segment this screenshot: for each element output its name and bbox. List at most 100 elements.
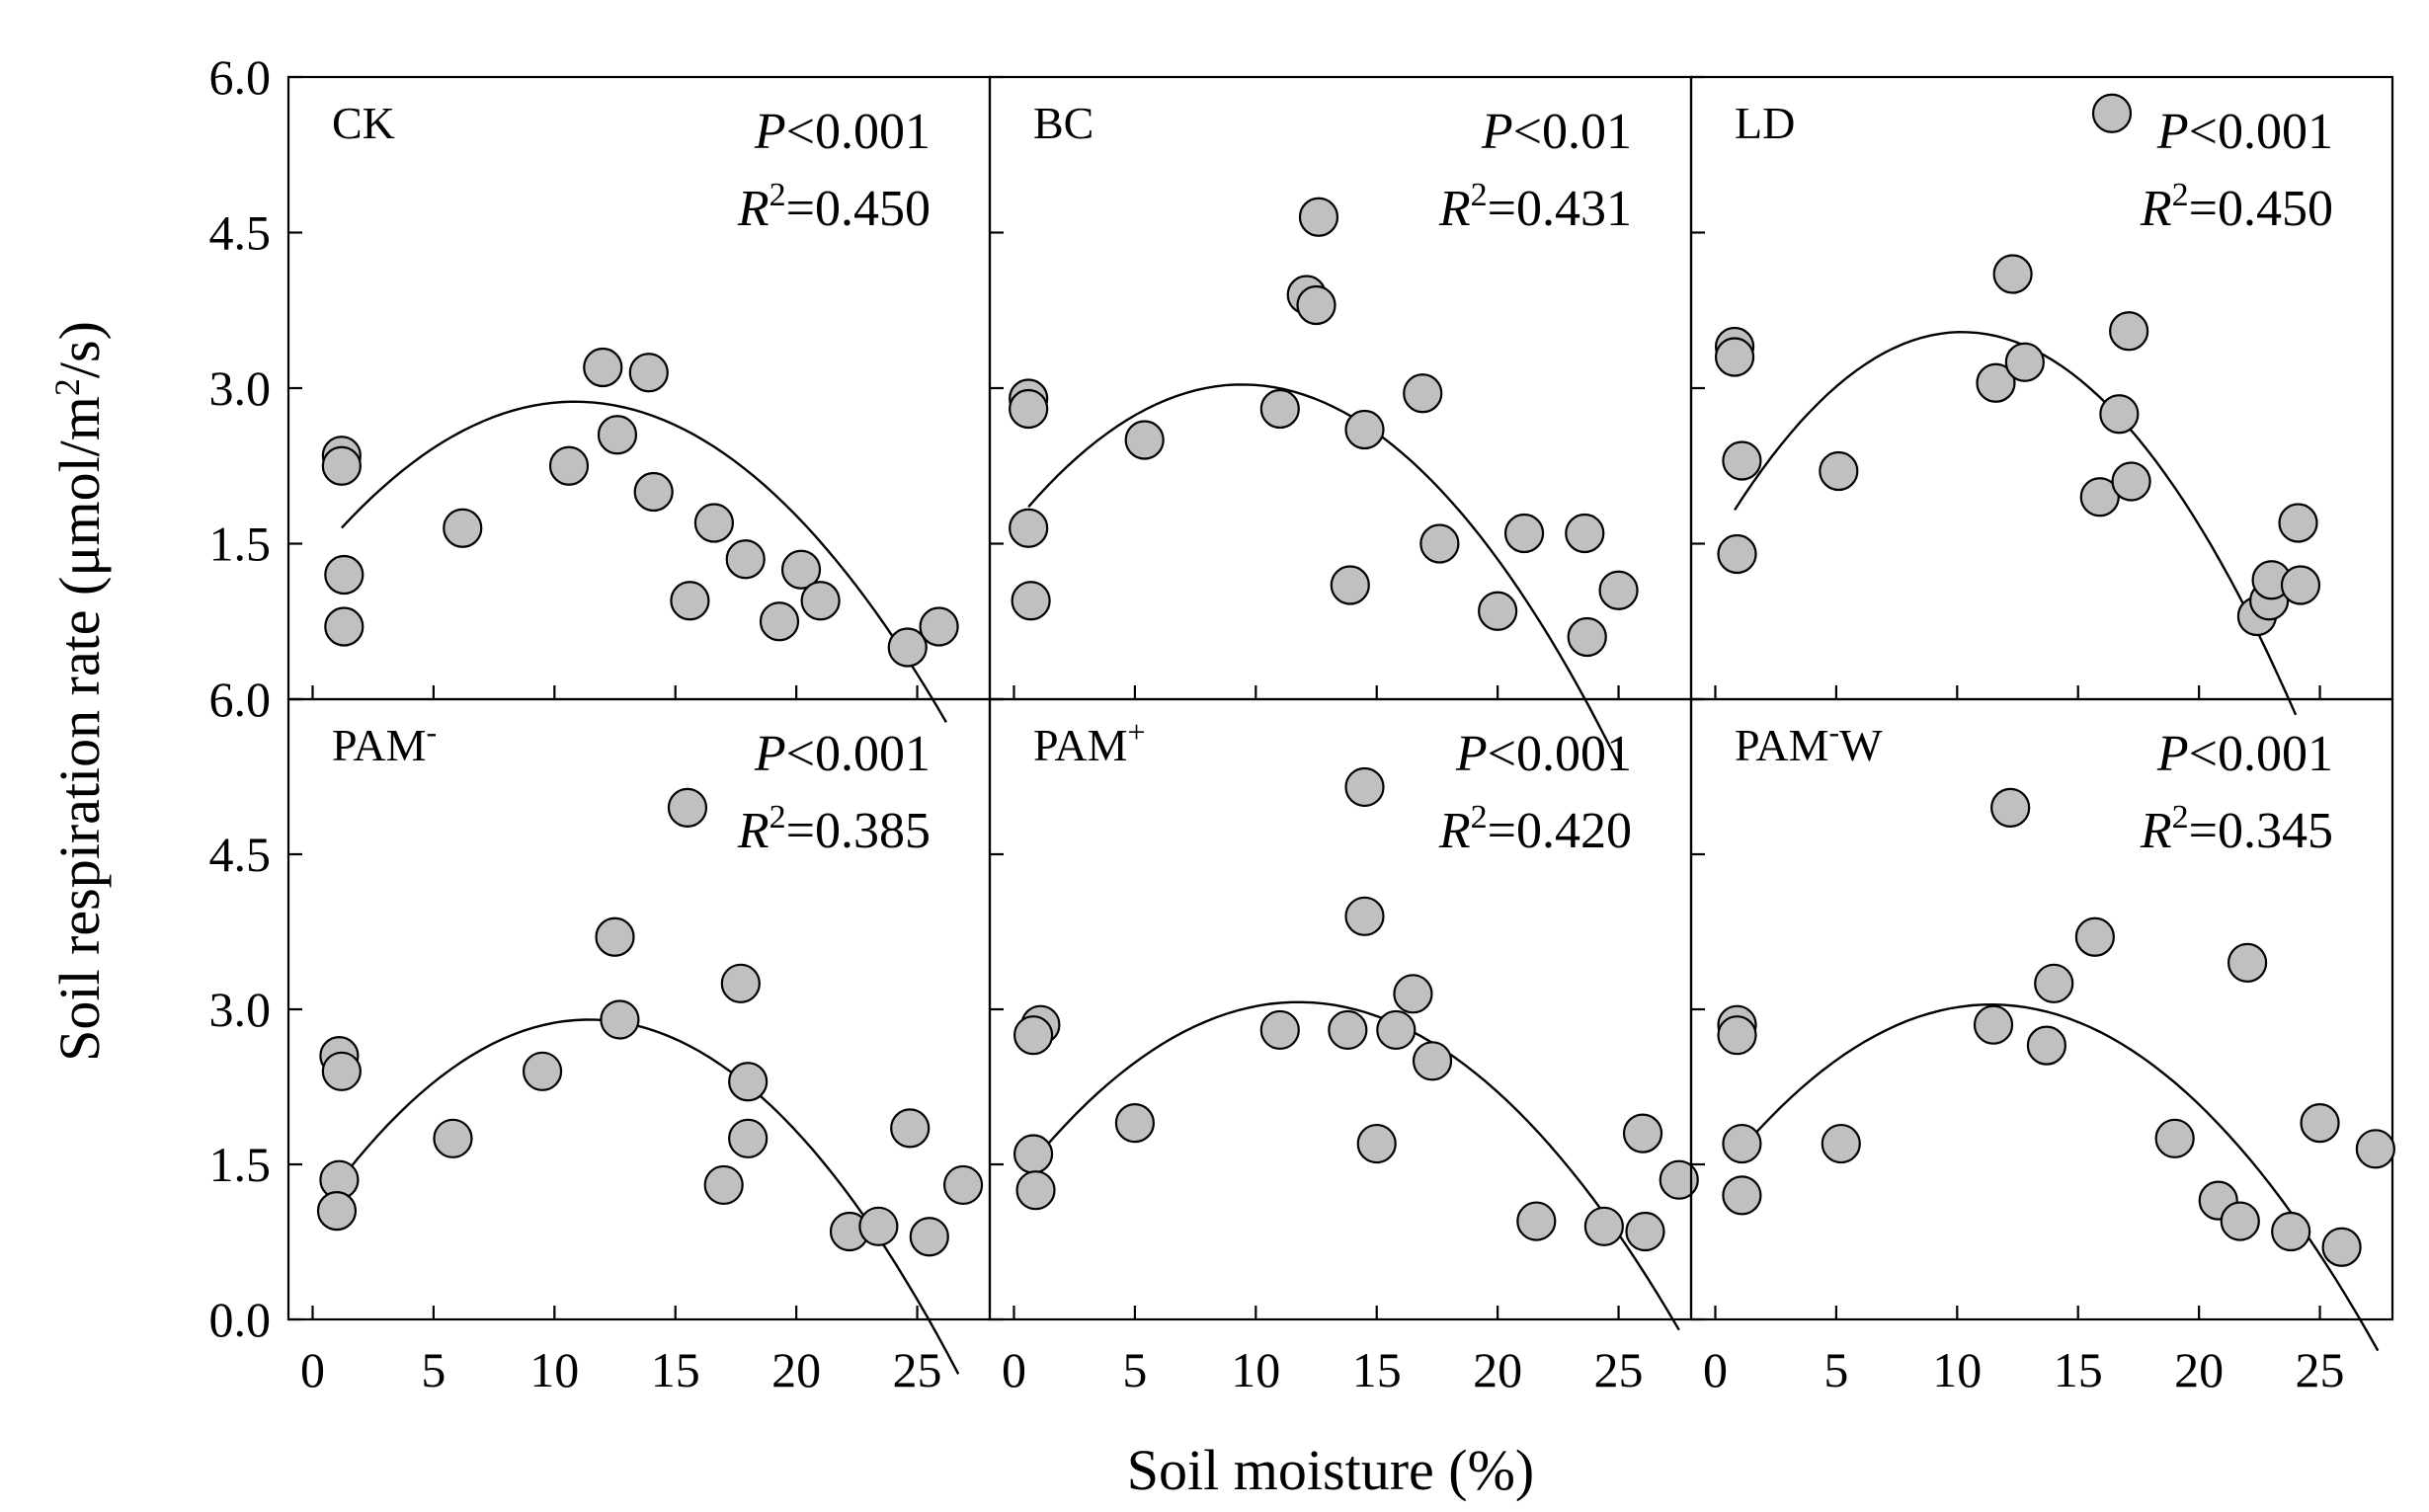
data-point bbox=[1393, 974, 1433, 1014]
data-point bbox=[433, 1118, 473, 1158]
data-point bbox=[316, 1190, 358, 1232]
panel-label: PAM- bbox=[332, 714, 437, 770]
r-squared: R2=0.450 bbox=[2140, 177, 2333, 237]
r-squared: R2=0.450 bbox=[737, 177, 931, 237]
panel-label-main: BC bbox=[1033, 98, 1093, 148]
y-tick-label: 1.5 bbox=[209, 1137, 272, 1192]
x-tick-label: 0 bbox=[1002, 1342, 1026, 1397]
data-point bbox=[597, 415, 638, 455]
data-point bbox=[909, 1217, 949, 1257]
y-tick-label: 1.5 bbox=[209, 517, 272, 572]
x-tick-label: 5 bbox=[1122, 1342, 1147, 1397]
data-point bbox=[1717, 533, 1757, 575]
r-squared-sup: 2 bbox=[1471, 799, 1488, 836]
p-value-text: <0.01 bbox=[1513, 104, 1632, 160]
data-point bbox=[780, 549, 822, 590]
data-point bbox=[1819, 450, 1859, 492]
data-point bbox=[1124, 420, 1165, 460]
x-tick-label: 0 bbox=[1703, 1342, 1728, 1397]
r-squared-sup: 2 bbox=[2172, 799, 2189, 836]
data-point bbox=[890, 1108, 931, 1149]
data-point bbox=[2034, 963, 2074, 1003]
data-point bbox=[2109, 311, 2149, 352]
y-tick-label: 3.0 bbox=[209, 982, 272, 1037]
r-squared: R2=0.345 bbox=[2140, 799, 2333, 859]
data-point bbox=[2271, 1211, 2311, 1252]
data-point bbox=[887, 627, 928, 668]
data-point bbox=[858, 1206, 899, 1246]
p-value-text: <0.001 bbox=[2189, 726, 2333, 782]
p-value: P<0.01 bbox=[1481, 104, 1632, 160]
y-tick-label: 3.0 bbox=[209, 360, 272, 416]
data-point bbox=[1403, 373, 1443, 414]
data-point bbox=[1976, 362, 2016, 403]
data-point bbox=[633, 471, 674, 513]
y-tick-label: 0.0 bbox=[209, 1292, 272, 1347]
p-value-text: <0.001 bbox=[786, 104, 931, 160]
p-symbol: P bbox=[2156, 104, 2189, 160]
p-symbol: P bbox=[754, 104, 786, 160]
data-point bbox=[1714, 337, 1755, 377]
p-value-text: <0.001 bbox=[2189, 104, 2333, 160]
data-point bbox=[1973, 1004, 2014, 1045]
data-point bbox=[728, 1118, 769, 1158]
data-point bbox=[1583, 1206, 1624, 1246]
data-point bbox=[1992, 254, 2033, 294]
fit-curve bbox=[336, 1018, 960, 1375]
panel-label: BC bbox=[1033, 98, 1093, 148]
data-point bbox=[1011, 581, 1051, 621]
r-squared-text: =0.450 bbox=[786, 181, 931, 237]
data-point bbox=[2321, 1227, 2362, 1267]
panel-pam-w: 0 5 10 15 20 25 PAM-W P<0.001 R2=0.345 bbox=[1689, 697, 2395, 1397]
r-symbol: R bbox=[737, 181, 769, 237]
data-point bbox=[583, 347, 623, 388]
data-point bbox=[2355, 1129, 2395, 1169]
r-squared-text: =0.431 bbox=[1488, 181, 1632, 237]
data-point bbox=[1009, 388, 1049, 430]
data-point bbox=[1722, 1123, 1762, 1164]
data-point bbox=[1259, 1009, 1300, 1051]
x-tick-label: 5 bbox=[421, 1342, 445, 1397]
data-point bbox=[548, 445, 590, 486]
panel-label-main: PAM bbox=[1735, 720, 1828, 770]
data-point bbox=[2300, 1103, 2340, 1144]
p-symbol: P bbox=[2156, 726, 2189, 782]
r-symbol: R bbox=[1438, 181, 1471, 237]
data-point bbox=[2227, 942, 2268, 984]
data-point bbox=[667, 787, 708, 829]
x-tick-label: 15 bbox=[2054, 1342, 2103, 1397]
p-value: P<0.001 bbox=[2156, 104, 2333, 160]
data-point bbox=[1722, 1175, 1762, 1216]
x-tick-label: 10 bbox=[1231, 1342, 1280, 1397]
data-point bbox=[1009, 508, 1049, 548]
panel-pam: 6.0 4.5 3.0 1.5 0.0 0 5 10 15 20 25 PAM- P<0.001 R2=0… bbox=[209, 672, 992, 1397]
panel-pam: 0 5 10 15 20 25 PAM+ P<0.001 R2=0.420 bbox=[988, 697, 1699, 1397]
panel-label-main: PAM bbox=[1033, 720, 1127, 770]
data-point bbox=[2111, 461, 2151, 502]
r-squared-text: =0.385 bbox=[786, 803, 931, 859]
data-point bbox=[324, 606, 364, 647]
data-point bbox=[1419, 523, 1460, 564]
p-symbol: P bbox=[754, 726, 786, 782]
data-point bbox=[1012, 1134, 1054, 1174]
data-point bbox=[2091, 93, 2133, 133]
panel-label: CK bbox=[332, 98, 395, 148]
data-point bbox=[443, 508, 483, 548]
panel-label: LD bbox=[1735, 98, 1795, 148]
r-squared-sup: 2 bbox=[769, 177, 786, 213]
data-point bbox=[2278, 503, 2318, 543]
data-point bbox=[321, 1051, 362, 1091]
panel-label-tail: W bbox=[1839, 720, 1883, 770]
r-squared-text: =0.420 bbox=[1488, 803, 1632, 859]
data-point bbox=[1503, 513, 1545, 554]
data-point bbox=[670, 581, 710, 621]
data-point bbox=[1659, 1159, 1699, 1200]
r-symbol: R bbox=[737, 803, 769, 859]
data-point bbox=[522, 1051, 563, 1091]
data-point bbox=[759, 601, 800, 642]
x-tick-label: 10 bbox=[529, 1342, 579, 1397]
data-point bbox=[1344, 409, 1385, 450]
panel-label: PAM-W bbox=[1735, 714, 1883, 770]
data-point bbox=[1990, 787, 2031, 829]
